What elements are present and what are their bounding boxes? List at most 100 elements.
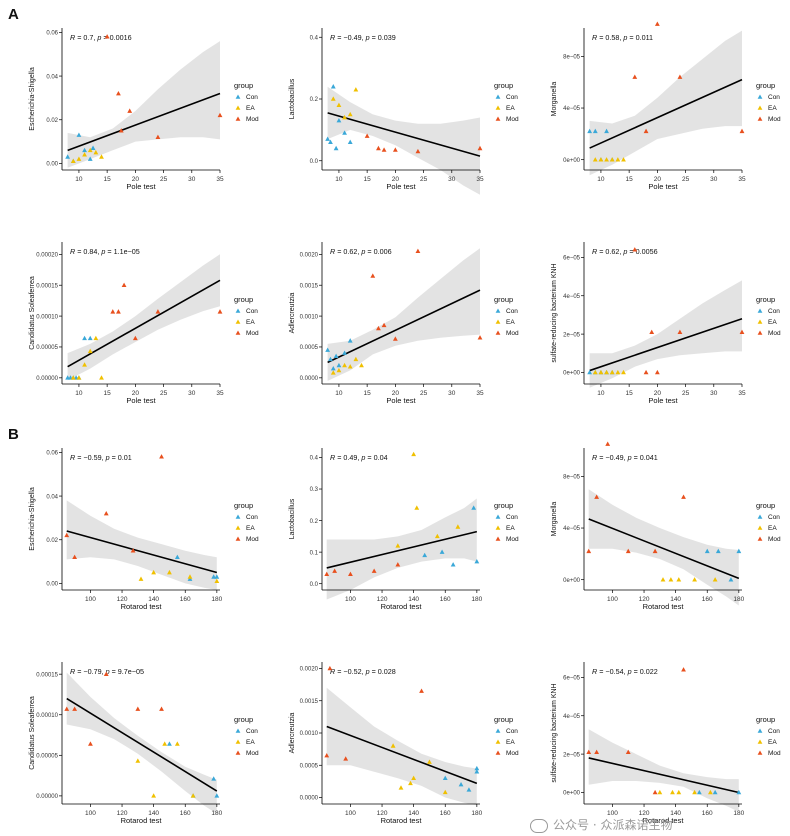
data-point-con: [87, 335, 93, 341]
data-point-con: [90, 145, 96, 150]
confidence-band: [588, 489, 739, 606]
data-point-mod: [681, 667, 686, 672]
legend-key-con: [495, 308, 501, 313]
legend-label-mod: Mod: [768, 116, 781, 123]
data-point-ea: [615, 157, 621, 162]
y-tick-label: 0.4: [310, 35, 319, 41]
y-tick-label: 0.06: [46, 31, 58, 37]
data-point-ea: [76, 156, 82, 161]
data-point-con: [330, 365, 336, 371]
y-tick-label: 0.00000: [36, 794, 58, 800]
legend-label-mod: Mod: [506, 536, 519, 543]
x-tick-label: 15: [364, 390, 372, 397]
regression-line: [327, 112, 481, 157]
data-point-mod: [649, 329, 655, 334]
legend-label-ea: EA: [506, 319, 515, 326]
data-point-con: [325, 347, 331, 352]
legend-title: group: [494, 81, 513, 90]
legend-title: group: [234, 81, 253, 90]
data-point-mod: [121, 282, 127, 288]
legend-label-ea: EA: [246, 319, 255, 326]
x-axis-title: Rotarod test: [121, 816, 163, 825]
legend-label-mod: Mod: [768, 750, 781, 757]
y-tick-label: 4e−05: [563, 526, 581, 532]
data-point-ea: [93, 149, 99, 155]
data-point-ea: [708, 789, 713, 795]
data-point-mod: [654, 21, 660, 26]
y-tick-label: 0.0000: [300, 376, 319, 382]
data-point-con: [450, 562, 456, 567]
y-tick-label: 0.4: [310, 456, 319, 462]
data-point-ea: [411, 775, 417, 780]
x-tick-label: 20: [392, 176, 400, 183]
x-tick-label: 100: [345, 810, 356, 817]
data-point-con: [65, 154, 71, 159]
legend-key-ea: [235, 319, 241, 324]
legend-key-con: [757, 728, 763, 733]
data-point-ea: [604, 157, 609, 162]
confidence-band: [327, 86, 480, 195]
x-tick-label: 10: [75, 390, 83, 397]
x-tick-label: 10: [597, 390, 605, 397]
data-point-ea: [408, 780, 413, 786]
data-point-mod: [625, 749, 631, 754]
legend-label-con: Con: [246, 728, 258, 735]
y-tick-label: 0.00020: [36, 253, 58, 259]
legend-key-mod: [757, 750, 763, 755]
y-tick-label: 0.2: [310, 97, 319, 103]
data-point-mod: [477, 335, 483, 340]
data-point-ea: [414, 505, 420, 510]
data-point-con: [715, 548, 721, 554]
data-point-con: [211, 776, 217, 781]
chart-panel-7: 100 120 140 160 180 0.00 0.02 0.04 0.06 Rotarod t…: [29, 448, 259, 611]
data-point-mod: [376, 325, 381, 331]
data-point-con: [167, 741, 172, 746]
legend-label-ea: EA: [506, 739, 515, 746]
y-tick-label: 0.04: [46, 494, 58, 500]
x-tick-label: 160: [440, 810, 451, 817]
y-tick-label: 0.00005: [36, 754, 58, 760]
data-point-mod: [415, 148, 421, 154]
y-tick-label: 0.0000: [300, 796, 319, 802]
y-tick-label: 0.3: [310, 487, 319, 493]
correlation-annotation: R = 0.62, p = 0.0056: [592, 247, 658, 256]
correlation-annotation: R = −0.52, p = 0.028: [330, 667, 396, 676]
x-tick-label: 140: [670, 810, 681, 817]
data-point-ea: [621, 369, 626, 375]
correlation-annotation: R = 0.49, p = 0.04: [330, 453, 388, 462]
data-point-mod: [376, 145, 381, 151]
legend-title: group: [234, 501, 253, 510]
chart-panel-6: 10 15 20 25 30 35 0e+00 2e−05 4e−05 6e−05 Pole tes…: [551, 242, 781, 405]
x-tick-label: 120: [639, 596, 650, 603]
x-tick-label: 25: [682, 390, 690, 397]
regression-line: [589, 78, 743, 149]
legend-key-ea: [235, 105, 241, 110]
data-point-mod: [632, 74, 638, 79]
data-point-ea: [99, 154, 104, 159]
legend-key-ea: [495, 105, 501, 110]
legend-label-mod: Mod: [506, 116, 519, 123]
y-tick-label: 0.02: [46, 118, 58, 124]
legend-label-mod: Mod: [246, 116, 259, 123]
x-tick-label: 180: [211, 596, 222, 603]
chart-panel-9: 100 120 140 160 180 0e+00 4e−05 8e−05 Rotarod te…: [551, 441, 781, 611]
x-tick-label: 100: [85, 810, 96, 817]
x-axis-title: Rotarod test: [381, 816, 423, 825]
legend-label-mod: Mod: [246, 750, 259, 757]
x-tick-label: 120: [377, 810, 388, 817]
data-point-ea: [592, 369, 598, 375]
data-point-mod: [625, 548, 631, 554]
chart-panel-12: 100 120 140 160 180 0e+00 2e−05 4e−05 6e−05 Rotar…: [551, 662, 781, 825]
correlation-annotation: R = −0.59, p = 0.01: [70, 453, 132, 462]
y-tick-label: 0.02: [46, 538, 58, 544]
watermark-text: 公众号 · 众派森诺生物: [553, 818, 673, 832]
data-point-ea: [676, 577, 682, 582]
data-point-ea: [76, 375, 82, 380]
legend-label-con: Con: [768, 728, 780, 735]
x-tick-label: 160: [702, 810, 713, 817]
legend-title: group: [234, 295, 253, 304]
legend-key-con: [757, 94, 763, 99]
data-point-con: [474, 765, 480, 771]
legend-label-con: Con: [768, 514, 780, 521]
legend-key-con: [495, 728, 501, 733]
